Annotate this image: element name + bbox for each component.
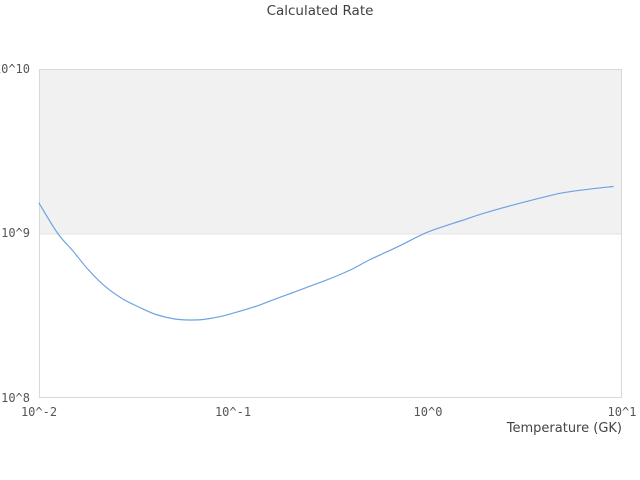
- x-tick-label-1e1: 10^1: [607, 405, 637, 419]
- y-tick-label-1e8: 10^8: [1, 391, 30, 405]
- y-tick-label-1e9: 10^9: [1, 226, 30, 240]
- series-line-calculated-rate: [38, 185, 614, 321]
- x-tick-label-1e-1: 10^-1: [214, 405, 252, 419]
- x-tick-label-1e-2: 10^-2: [20, 405, 58, 419]
- x-axis-title: Temperature (GK): [506, 421, 622, 436]
- x-tick-label-1e0: 10^0: [413, 405, 443, 419]
- y-tick-label-1e10: 10^10: [0, 62, 30, 76]
- plot-border: [39, 69, 622, 398]
- chart-title: Calculated Rate: [266, 3, 374, 19]
- highlight-band: [39, 69, 622, 234]
